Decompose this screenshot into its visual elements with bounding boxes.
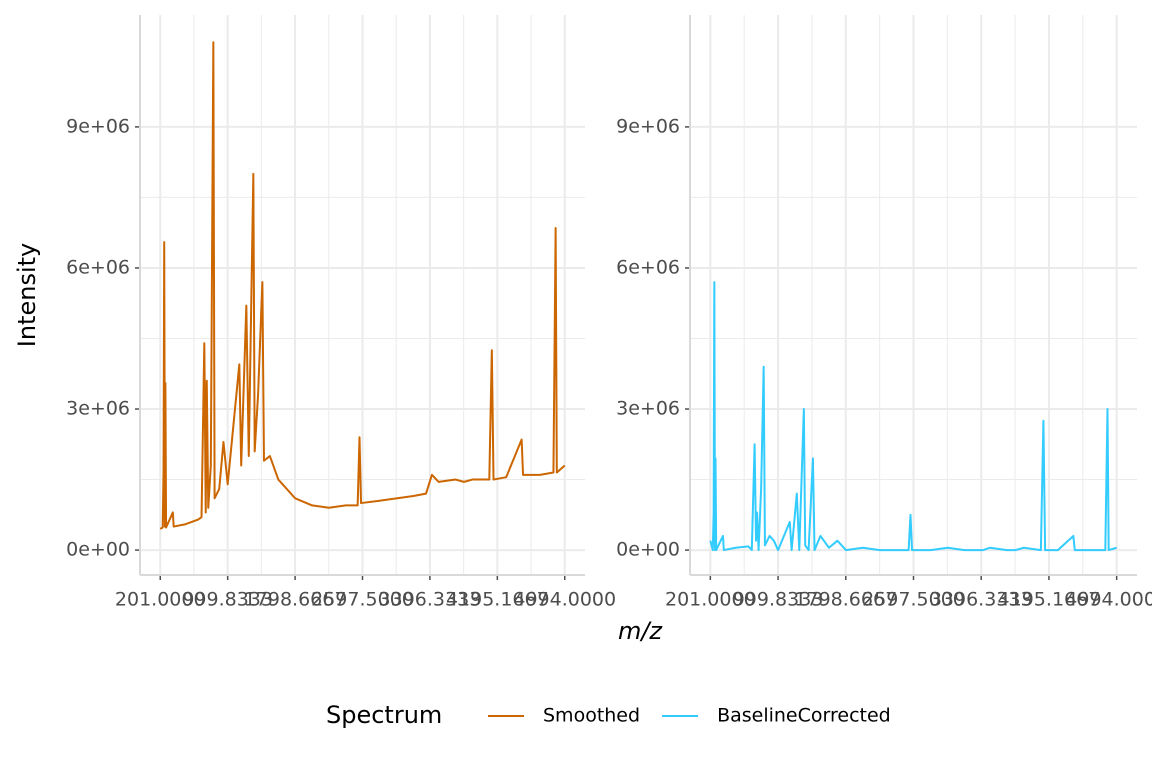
x-tick-label: 2597.5000	[862, 589, 965, 611]
x-tick-label: 4994.0000	[513, 589, 616, 611]
y-tick-label: 9e+06	[66, 115, 130, 137]
x-tick-label: 1798.6667	[794, 589, 897, 611]
x-tick-label: 4195.1667	[998, 589, 1101, 611]
x-tick-label: 2597.5000	[311, 589, 414, 611]
y-tick-label: 6e+06	[66, 256, 130, 278]
legend-label: BaselineCorrected	[717, 705, 891, 727]
y-axis-title: Intensity	[13, 243, 41, 347]
y-tick-label: 3e+06	[616, 398, 680, 420]
x-tick-label: 201.0000	[115, 589, 206, 611]
y-tick-label: 0e+00	[66, 539, 130, 561]
x-tick-label: 3396.3333	[930, 589, 1033, 611]
x-tick-label: 1798.6667	[244, 589, 347, 611]
x-tick-label: 999.8333	[182, 589, 273, 611]
x-axis-title: m/z	[618, 617, 663, 645]
y-tick-label: 9e+06	[616, 115, 680, 137]
x-tick-label: 4195.1667	[446, 589, 549, 611]
y-tick-label: 6e+06	[616, 256, 680, 278]
legend-label: Smoothed	[543, 705, 640, 727]
legend-title: Spectrum	[326, 701, 442, 729]
spectrum-line	[159, 41, 566, 530]
spectrum-line	[709, 281, 1117, 552]
x-tick-label: 999.8333	[733, 589, 824, 611]
y-tick-label: 0e+00	[616, 539, 680, 561]
x-tick-label: 4994.0000	[1065, 589, 1152, 611]
y-tick-label: 3e+06	[66, 398, 130, 420]
x-tick-label: 201.0000	[665, 589, 756, 611]
x-tick-label: 3396.3333	[379, 589, 482, 611]
